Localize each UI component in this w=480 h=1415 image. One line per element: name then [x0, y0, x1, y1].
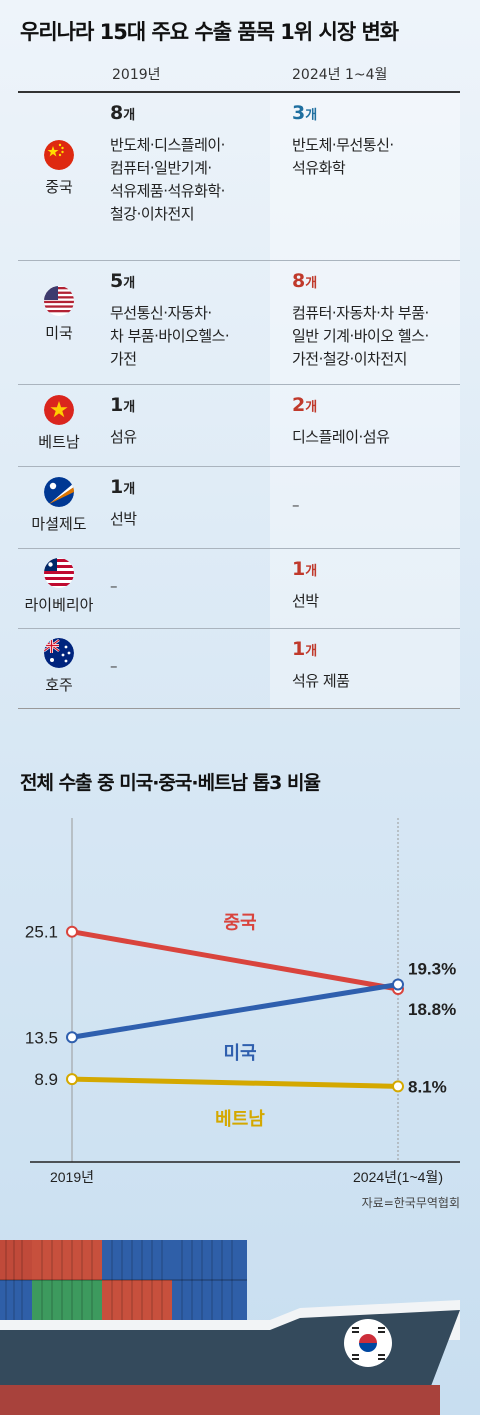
korea-flag-emblem	[344, 1319, 392, 1367]
data-point	[66, 1031, 78, 1044]
x-tick-label: 2019년	[50, 1169, 94, 1185]
items-2019: 반도체·디스플레이· 컴퓨터·일반기계· 석유제품·석유화학· 철강·이차전지	[110, 136, 225, 223]
end-value-label: 8.1%	[408, 1077, 447, 1096]
country-name: 마셜제도	[31, 515, 87, 533]
items-2024: 선박	[292, 592, 319, 610]
items-2019: 무선통신·자동차· 차 부품·바이오헬스· 가전	[110, 304, 230, 368]
end-value-label: 18.8%	[408, 1000, 456, 1019]
cargo-ship-illustration	[0, 1240, 460, 1415]
x-tick-label: 2024년(1~4월)	[353, 1169, 443, 1185]
country-cell: 미국	[18, 286, 100, 343]
chart-title: 전체 수출 중 미국·중국·베트남 톱3 비율	[20, 772, 321, 794]
row-divider	[18, 260, 460, 261]
items-2024: 반도체·무선통신· 석유화학	[292, 136, 394, 177]
count-2024: 8개	[292, 270, 318, 292]
column-header-2019: 2019년	[112, 67, 161, 83]
items-2024: 디스플레이·섬유	[292, 428, 390, 446]
row-divider	[18, 466, 460, 467]
country-cell: 마셜제도	[18, 477, 100, 534]
containers	[0, 1240, 247, 1320]
row-divider	[18, 548, 460, 549]
country-name: 라이베리아	[24, 596, 94, 614]
line-chart: 2019년 2024년(1~4월) 25.1 18.8% 중국 13.5 19.3% 미국 8.…	[25, 818, 460, 1185]
page-title: 우리나라 15대 주요 수출 품목 1위 시장 변화	[20, 20, 399, 44]
count-2019: 1개	[110, 476, 136, 498]
start-value-label: 25.1	[25, 923, 58, 942]
country-name: 호주	[45, 676, 73, 694]
row-divider	[18, 708, 460, 709]
country-name: 베트남	[38, 433, 80, 451]
data-point	[392, 978, 404, 991]
start-value-label: 13.5	[25, 1028, 58, 1047]
series-line	[69, 1076, 401, 1089]
highlight-column-2024	[270, 92, 460, 708]
series-line	[69, 929, 401, 992]
data-point	[66, 1073, 78, 1086]
items-2019: –	[110, 577, 118, 595]
flag-icon	[44, 395, 74, 425]
series-name-label: 베트남	[215, 1109, 265, 1129]
country-name: 미국	[45, 324, 73, 342]
country-name: 중국	[45, 178, 73, 196]
country-cell: 베트남	[18, 395, 100, 452]
count-2024: 1개	[292, 638, 318, 660]
table-top-rule	[18, 91, 460, 93]
end-value-label: 19.3%	[408, 959, 456, 978]
row-divider	[18, 384, 460, 385]
source-note: 자료=한국무역협회	[361, 1196, 460, 1210]
flag-icon	[44, 638, 74, 668]
items-2024: –	[292, 496, 300, 514]
series-name-label: 미국	[223, 1043, 256, 1063]
row-divider	[18, 628, 460, 629]
start-value-label: 8.9	[34, 1070, 58, 1089]
country-cell: 호주	[18, 638, 100, 695]
ship-hull-stripe	[0, 1385, 440, 1415]
items-2024: 컴퓨터·자동차·차 부품· 일반 기계·바이오 헬스· 가전·철강·이차전지	[292, 304, 429, 368]
flag-icon	[44, 286, 74, 316]
count-2019: 8개	[110, 102, 136, 124]
data-point	[66, 925, 78, 938]
data-point	[392, 1080, 404, 1093]
count-2019: 5개	[110, 270, 136, 292]
column-header-2024: 2024년 1~4월	[292, 67, 388, 83]
flag-icon	[44, 477, 74, 507]
flag-icon	[44, 140, 74, 170]
country-cell: 라이베리아	[18, 558, 100, 615]
items-2019: 섬유	[110, 428, 137, 446]
count-2019: 1개	[110, 394, 136, 416]
items-2024: 석유 제품	[292, 672, 350, 690]
items-2019: –	[110, 657, 118, 675]
flag-icon	[44, 558, 74, 588]
items-2019: 선박	[110, 510, 137, 528]
country-cell: 중국	[18, 140, 100, 197]
count-2024: 2개	[292, 394, 318, 416]
series-line	[69, 981, 401, 1040]
count-2024: 1개	[292, 558, 318, 580]
series-name-label: 중국	[223, 912, 256, 932]
count-2024: 3개	[292, 102, 318, 124]
